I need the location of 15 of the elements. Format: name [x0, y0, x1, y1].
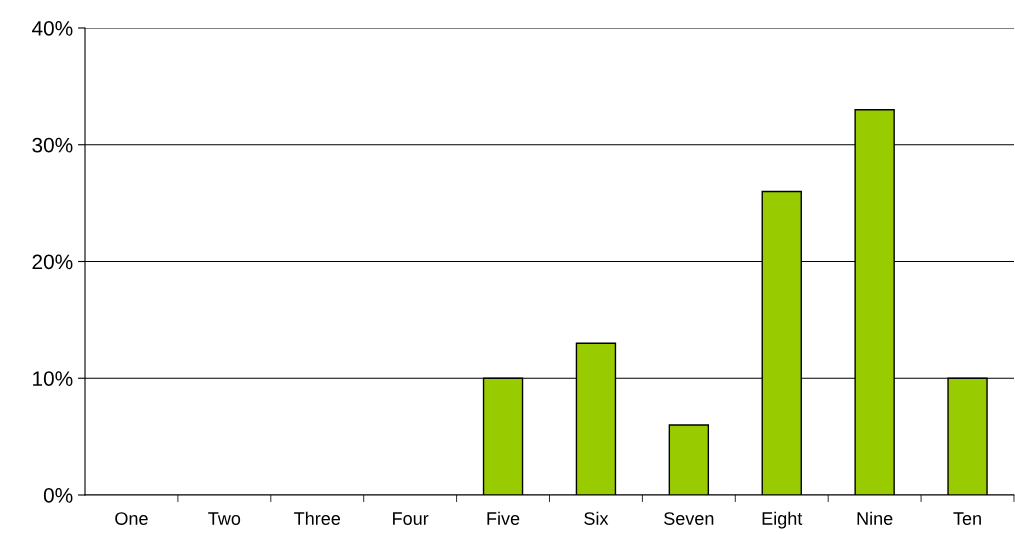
x-tick-label: Ten	[953, 512, 981, 525]
y-tick-label: 40%	[31, 21, 73, 36]
y-tick-label: 30%	[32, 137, 73, 153]
x-tick-label: Two	[208, 512, 241, 525]
x-tick-label: Seven	[664, 512, 714, 525]
x-tick-label: Three	[294, 511, 341, 525]
x-tick-label: Eight	[762, 511, 803, 529]
x-tick-label: Six	[584, 511, 609, 525]
y-tick-label: 20%	[32, 254, 73, 270]
x-tick-label: Five	[487, 511, 520, 525]
x-tick-label: Four	[393, 512, 429, 525]
y-tick-label: 10%	[33, 371, 73, 386]
x-tick-label: One	[115, 512, 148, 525]
x-tick-label: Nine	[857, 511, 893, 525]
y-tick-label: 0%	[43, 488, 73, 503]
